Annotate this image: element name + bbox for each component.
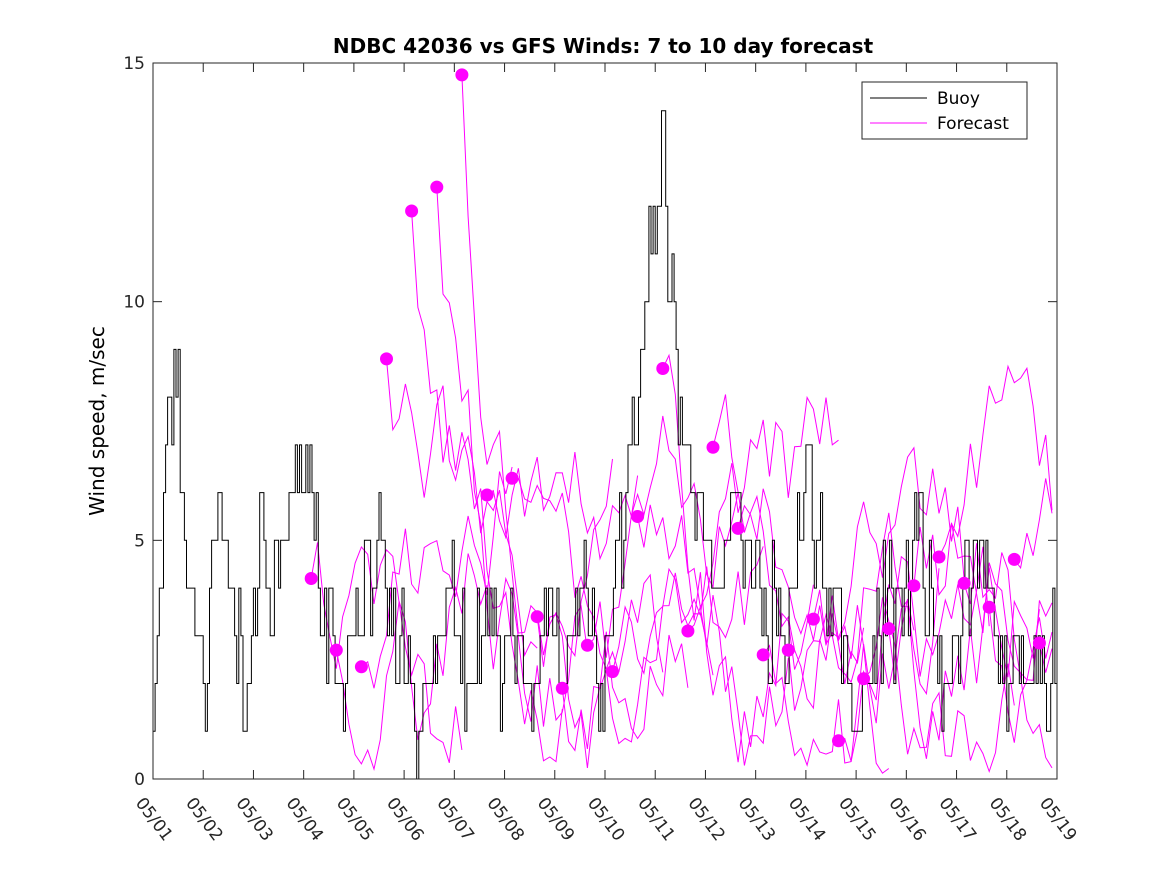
forecast-marker	[857, 672, 871, 686]
forecast-line	[988, 607, 1053, 743]
forecast-line	[812, 446, 965, 646]
forecast-marker	[957, 576, 971, 590]
forecast-marker	[455, 68, 469, 82]
forecast-marker	[656, 362, 670, 375]
forecast-marker	[631, 510, 645, 523]
y-tick-label: 10	[123, 293, 145, 313]
y-tick-label: 15	[123, 54, 145, 74]
forecast-line	[637, 504, 789, 766]
forecast-marker	[304, 572, 318, 585]
forecast-line	[536, 613, 689, 769]
forecast-line	[436, 187, 588, 727]
forecast-line	[411, 210, 563, 763]
forecast-line	[310, 542, 463, 763]
legend: Buoy Forecast	[861, 81, 1028, 140]
forecast-marker	[1007, 552, 1021, 566]
forecast-line	[587, 415, 739, 658]
forecast-line	[963, 543, 1053, 769]
y-tick-label: 5	[134, 531, 145, 551]
forecast-marker	[530, 610, 544, 624]
forecast-marker	[329, 643, 343, 657]
forecast-marker	[907, 579, 921, 593]
forecast-line	[787, 512, 940, 711]
buoy-line	[153, 110, 1057, 779]
forecast-marker	[405, 204, 419, 218]
forecast-line	[1038, 642, 1053, 673]
forecast-marker	[555, 681, 569, 695]
forecast-marker	[756, 648, 770, 662]
forecast-marker	[1032, 636, 1046, 650]
forecast-marker	[606, 665, 619, 679]
forecast-marker	[731, 521, 745, 535]
forecast-line	[888, 567, 1040, 759]
forecast-line	[386, 358, 538, 657]
forecast-line	[612, 546, 764, 676]
legend-box	[861, 81, 1028, 140]
forecast-marker	[706, 440, 720, 454]
legend-buoy-label: Buoy	[937, 89, 980, 109]
forecast-marker	[932, 550, 946, 564]
forecast-marker	[832, 734, 845, 748]
forecast-marker	[505, 471, 519, 485]
forecast-line	[938, 364, 1053, 558]
forecast-line	[863, 597, 1015, 774]
chart-title: NDBC 42036 vs GFS Winds: 7 to 10 day for…	[333, 34, 874, 58]
legend-forecast-label: Forecast	[937, 114, 1009, 134]
forecast-line	[762, 598, 915, 767]
forecast-marker	[681, 624, 695, 638]
forecast-marker	[882, 622, 896, 636]
forecast-line	[486, 452, 639, 561]
y-tick-label: 0	[134, 770, 145, 790]
forecast-line	[838, 546, 990, 762]
forecast-line	[662, 353, 814, 763]
forecast-marker	[354, 660, 368, 674]
forecast-line	[361, 466, 513, 689]
forecast-marker	[430, 180, 444, 194]
forecast-marker	[380, 352, 393, 366]
forecast-marker	[806, 612, 820, 626]
forecast-marker	[982, 600, 996, 614]
y-axis-label: Wind speed, m/sec	[85, 326, 109, 516]
forecast-marker	[781, 643, 795, 657]
forecast-line	[512, 477, 664, 673]
forecast-marker	[480, 488, 494, 502]
forecast-line	[913, 522, 1053, 681]
forecast-marker	[580, 638, 594, 652]
forecast-line	[1013, 478, 1053, 570]
forecast-line	[335, 553, 488, 772]
forecast-line	[687, 395, 839, 632]
